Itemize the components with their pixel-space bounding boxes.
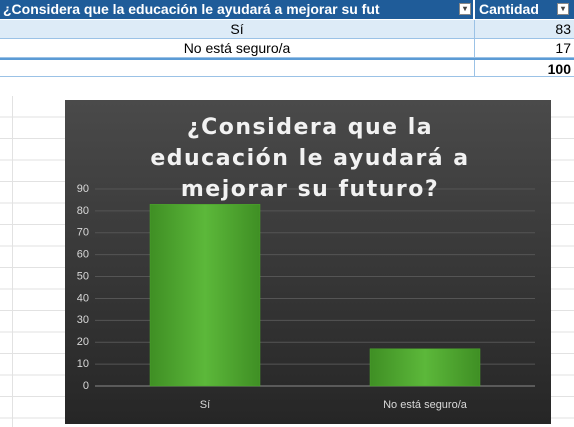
table-row: No está seguro/a 17 bbox=[0, 39, 574, 58]
chart-title: ¿Considera que la educación le ayudará a… bbox=[150, 115, 470, 202]
cell[interactable]: 83 bbox=[555, 21, 571, 37]
x-tick-label: No está seguro/a bbox=[383, 399, 468, 411]
cell[interactable]: 100 bbox=[547, 61, 571, 77]
cell[interactable] bbox=[0, 60, 475, 76]
header-text: ¿Considera que la educación le ayudará a… bbox=[3, 1, 380, 17]
x-tick-label: Sí bbox=[200, 399, 210, 411]
cell[interactable]: No está seguro/a bbox=[0, 39, 475, 57]
y-tick-label: 90 bbox=[77, 183, 89, 195]
y-tick-label: 30 bbox=[77, 314, 89, 326]
y-tick-label: 20 bbox=[77, 336, 89, 348]
y-tick-label: 80 bbox=[77, 205, 89, 217]
header-text: Cantidad bbox=[479, 1, 539, 17]
filter-button[interactable]: ▾ bbox=[459, 3, 471, 15]
y-tick-label: 60 bbox=[77, 249, 89, 261]
table-header: ¿Considera que la educación le ayudará a… bbox=[0, 0, 574, 19]
header-cell: Cantidad bbox=[475, 0, 574, 19]
chart: 0 10 20 30 40 50 60 70 80 90 Sí No está seguro/a bbox=[65, 100, 551, 424]
filter-button[interactable]: ▾ bbox=[557, 3, 569, 15]
y-tick-label: 10 bbox=[77, 358, 89, 370]
header-cell: ¿Considera que la educación le ayudará a… bbox=[0, 0, 475, 19]
y-tick-label: 50 bbox=[77, 270, 89, 282]
cell[interactable]: Sí bbox=[0, 20, 475, 38]
bar bbox=[369, 348, 481, 387]
table-row: Sí 83 bbox=[0, 20, 574, 39]
y-tick-label: 40 bbox=[77, 292, 89, 304]
table-total-row: 100 bbox=[0, 58, 574, 77]
cell[interactable]: 17 bbox=[555, 40, 571, 56]
y-tick-label: 70 bbox=[77, 227, 89, 239]
sheet-column-line bbox=[12, 96, 13, 427]
y-tick-label: 0 bbox=[83, 380, 89, 392]
bar bbox=[149, 204, 261, 387]
